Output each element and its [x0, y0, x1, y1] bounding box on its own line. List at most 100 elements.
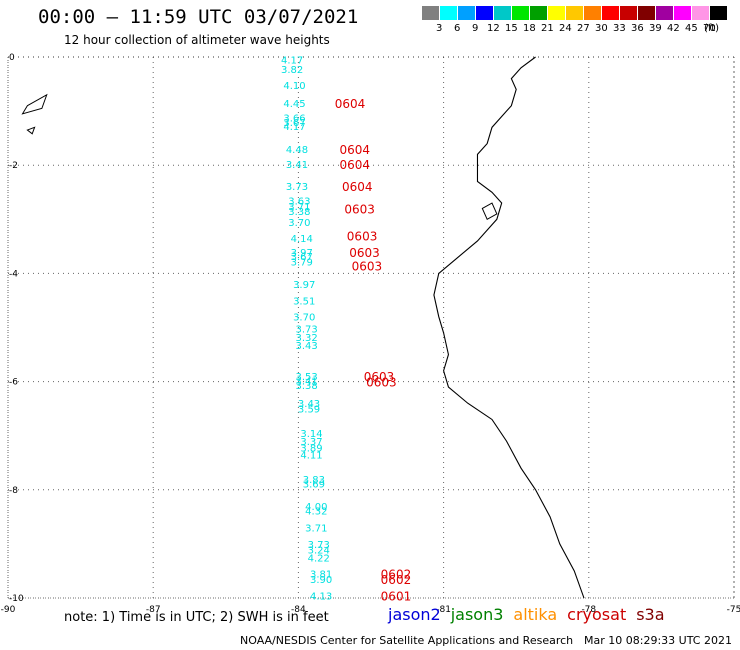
wave-height-label: 4.17 — [283, 122, 305, 133]
wave-height-label: 3.81 — [310, 570, 332, 581]
wave-height-label: 3.37 — [300, 437, 322, 448]
color-scale-tick-label: 33 — [613, 23, 626, 34]
satellite-legend-entry: cryosat — [567, 605, 627, 624]
island-outline — [21, 93, 48, 115]
satellite-legend-entry: jason3 — [450, 605, 504, 624]
wave-height-label: 4.11 — [300, 451, 322, 462]
wave-height-label: 3.51 — [293, 296, 315, 307]
y-tick-label: -6 — [9, 378, 18, 388]
wave-height-label: 4.00 — [305, 502, 327, 513]
wave-height-label: 3.83 — [303, 475, 325, 486]
wave-height-label: 4.10 — [283, 81, 305, 92]
color-scale-tick-label: 70 — [703, 23, 716, 34]
color-swatch — [422, 6, 439, 20]
wave-height-label: 4.14 — [291, 234, 313, 245]
color-scale-tick-label: 36 — [631, 23, 644, 34]
color-swatch — [458, 6, 475, 20]
color-scale-tick-label: 39 — [649, 23, 662, 34]
wave-height-label: 3.32 — [295, 333, 317, 344]
x-tick-label: -84 — [291, 605, 306, 615]
color-scale-tick-label: 12 — [487, 23, 500, 34]
time-label: 0603 — [347, 230, 378, 244]
wave-height-label: 3.43 — [298, 399, 320, 410]
footnote: note: 1) Time is in UTC; 2) SWH is in fe… — [64, 610, 329, 625]
wave-height-label: 3.97 — [291, 248, 313, 259]
satellite-legend-entry: jason2 — [388, 605, 441, 624]
time-label: 0603 — [352, 259, 383, 273]
color-scale-tick-label: 3 — [436, 23, 443, 34]
color-swatch — [656, 6, 673, 20]
color-scale-tick-label: 9 — [472, 23, 479, 34]
time-label: 0604 — [340, 158, 371, 172]
credit-line: NOAA/NESDIS Center for Satellite Applica… — [240, 634, 574, 647]
x-tick-label: -75 — [727, 605, 740, 615]
color-swatch — [476, 6, 493, 20]
wave-height-label: 3.67 — [283, 118, 305, 129]
wave-height-label: 3.73 — [295, 325, 317, 336]
satellite-legend: jason2 jason3 altika cryosat s3a — [388, 605, 675, 624]
plot-frame — [7, 56, 735, 599]
wave-height-label: 3.97 — [293, 280, 315, 291]
wave-height-label: 3.63 — [288, 196, 310, 207]
wave-height-label: 3.43 — [295, 341, 317, 352]
y-tick-label: -2 — [9, 161, 18, 171]
wave-height-label: 3.70 — [293, 313, 315, 324]
time-label: 0602 — [381, 573, 412, 587]
wave-height-label: 3.71 — [288, 202, 310, 213]
wave-height-label: 4.17 — [281, 56, 303, 67]
wave-height-label: 3.89 — [300, 444, 322, 455]
wave-height-label: 4.32 — [305, 506, 327, 517]
satellite-legend-entry: altika — [513, 605, 558, 624]
coastline — [433, 56, 585, 599]
color-swatch — [620, 6, 637, 20]
wave-height-label: 3.71 — [305, 524, 327, 535]
color-scale-tick-label: 45 — [685, 23, 698, 34]
color-swatch — [440, 6, 457, 20]
time-label: 0603 — [349, 246, 380, 260]
color-swatch — [710, 6, 727, 20]
color-swatch — [674, 6, 691, 20]
x-tick-label: -87 — [146, 605, 161, 615]
wave-height-label: 4.48 — [286, 145, 308, 156]
y-tick-label: -4 — [9, 269, 18, 279]
wave-height-label: 3.24 — [308, 545, 330, 556]
wave-height-label: 3.69 — [303, 479, 325, 490]
wave-height-label: 3.70 — [288, 218, 310, 229]
time-label: 0604 — [342, 180, 373, 194]
generated-timestamp: Mar 10 08:29:33 UTC 2021 — [584, 634, 732, 647]
wave-height-label: 3.38 — [288, 207, 310, 218]
wave-height-label: 3.38 — [295, 381, 317, 392]
wave-height-label: 3.73 — [308, 540, 330, 551]
color-scale-tick-label: 30 — [595, 23, 608, 34]
color-scale-tick-label: 15 — [505, 23, 518, 34]
color-swatch — [566, 6, 583, 20]
wave-height-label: 3.67 — [291, 252, 313, 263]
page-title: 00:00 – 11:59 UTC 03/07/2021 — [38, 6, 359, 28]
color-scale-tick-label: 27 — [577, 23, 590, 34]
color-scale-tick-label: 42 — [667, 23, 680, 34]
wave-height-label: 3.41 — [286, 160, 308, 171]
wave-height-label: 3.66 — [283, 114, 305, 125]
time-label: 0602 — [381, 568, 412, 582]
wave-height-label: 4.22 — [308, 553, 330, 564]
wave-height-label: 3.41 — [295, 377, 317, 388]
wave-height-label: 3.14 — [300, 429, 322, 440]
x-tick-label: -78 — [581, 605, 596, 615]
wave-height-label: 3.73 — [286, 182, 308, 193]
page-subtitle: 12 hour collection of altimeter wave hei… — [64, 33, 330, 47]
time-label: 0601 — [381, 589, 412, 603]
time-label: 0603 — [344, 202, 375, 216]
color-scale-unit: (ft) — [704, 23, 720, 34]
color-swatch — [638, 6, 655, 20]
color-swatch — [692, 6, 709, 20]
color-swatch — [512, 6, 529, 20]
wave-height-label: 4.45 — [283, 99, 305, 110]
time-label: 0603 — [364, 370, 395, 384]
island-outline — [26, 126, 36, 135]
color-scale-tick-label: 18 — [523, 23, 536, 34]
time-label: 0604 — [335, 97, 366, 111]
wave-height-label: 3.90 — [310, 575, 332, 586]
time-label: 0603 — [366, 376, 397, 390]
color-swatch — [584, 6, 601, 20]
